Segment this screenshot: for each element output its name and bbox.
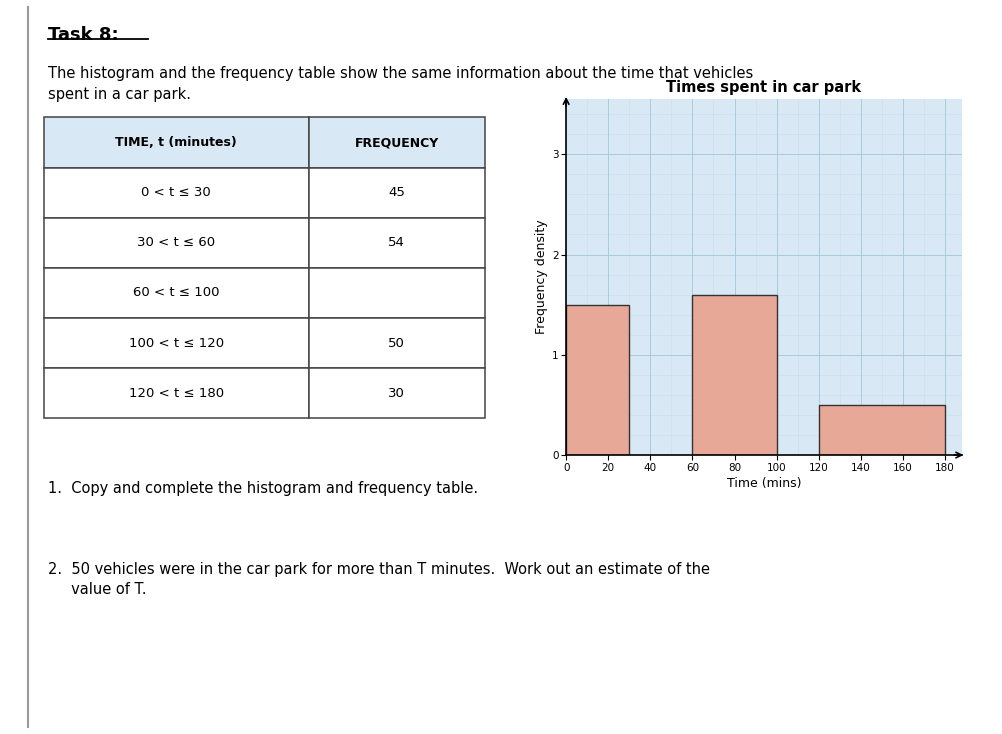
Text: 0 < t ≤ 30: 0 < t ≤ 30 — [141, 186, 211, 199]
Text: 50: 50 — [389, 337, 405, 349]
Title: Times spent in car park: Times spent in car park — [666, 80, 862, 95]
Text: 1.  Copy and complete the histogram and frequency table.: 1. Copy and complete the histogram and f… — [48, 481, 478, 495]
FancyBboxPatch shape — [309, 368, 485, 418]
FancyBboxPatch shape — [309, 218, 485, 268]
FancyBboxPatch shape — [44, 167, 309, 218]
Text: 30 < t ≤ 60: 30 < t ≤ 60 — [137, 236, 215, 250]
Text: The histogram and the frequency table show the same information about the time t: The histogram and the frequency table sh… — [48, 66, 754, 81]
FancyBboxPatch shape — [44, 318, 309, 368]
Text: spent in a car park.: spent in a car park. — [48, 87, 191, 101]
FancyBboxPatch shape — [44, 268, 309, 318]
Text: 120 < t ≤ 180: 120 < t ≤ 180 — [129, 387, 223, 400]
Text: TIME, t (minutes): TIME, t (minutes) — [115, 136, 237, 149]
Text: 60 < t ≤ 100: 60 < t ≤ 100 — [133, 286, 219, 299]
Bar — [692, 294, 777, 455]
FancyBboxPatch shape — [44, 368, 309, 418]
FancyBboxPatch shape — [309, 117, 485, 167]
Text: 100 < t ≤ 120: 100 < t ≤ 120 — [129, 337, 223, 349]
Y-axis label: Frequency density: Frequency density — [535, 219, 548, 335]
X-axis label: Time (mins): Time (mins) — [726, 477, 802, 490]
Text: value of T.: value of T. — [48, 582, 146, 597]
FancyBboxPatch shape — [309, 318, 485, 368]
Bar — [566, 305, 629, 455]
Text: 45: 45 — [389, 186, 405, 199]
Text: 54: 54 — [389, 236, 405, 250]
FancyBboxPatch shape — [309, 268, 485, 318]
FancyBboxPatch shape — [309, 167, 485, 218]
Text: 30: 30 — [389, 387, 405, 400]
Text: Task 8:: Task 8: — [48, 26, 118, 44]
Bar — [819, 405, 945, 455]
Text: 2.  50 vehicles were in the car park for more than T minutes.  Work out an estim: 2. 50 vehicles were in the car park for … — [48, 562, 710, 576]
FancyBboxPatch shape — [44, 117, 309, 167]
FancyBboxPatch shape — [44, 218, 309, 268]
Text: FREQUENCY: FREQUENCY — [355, 136, 439, 149]
